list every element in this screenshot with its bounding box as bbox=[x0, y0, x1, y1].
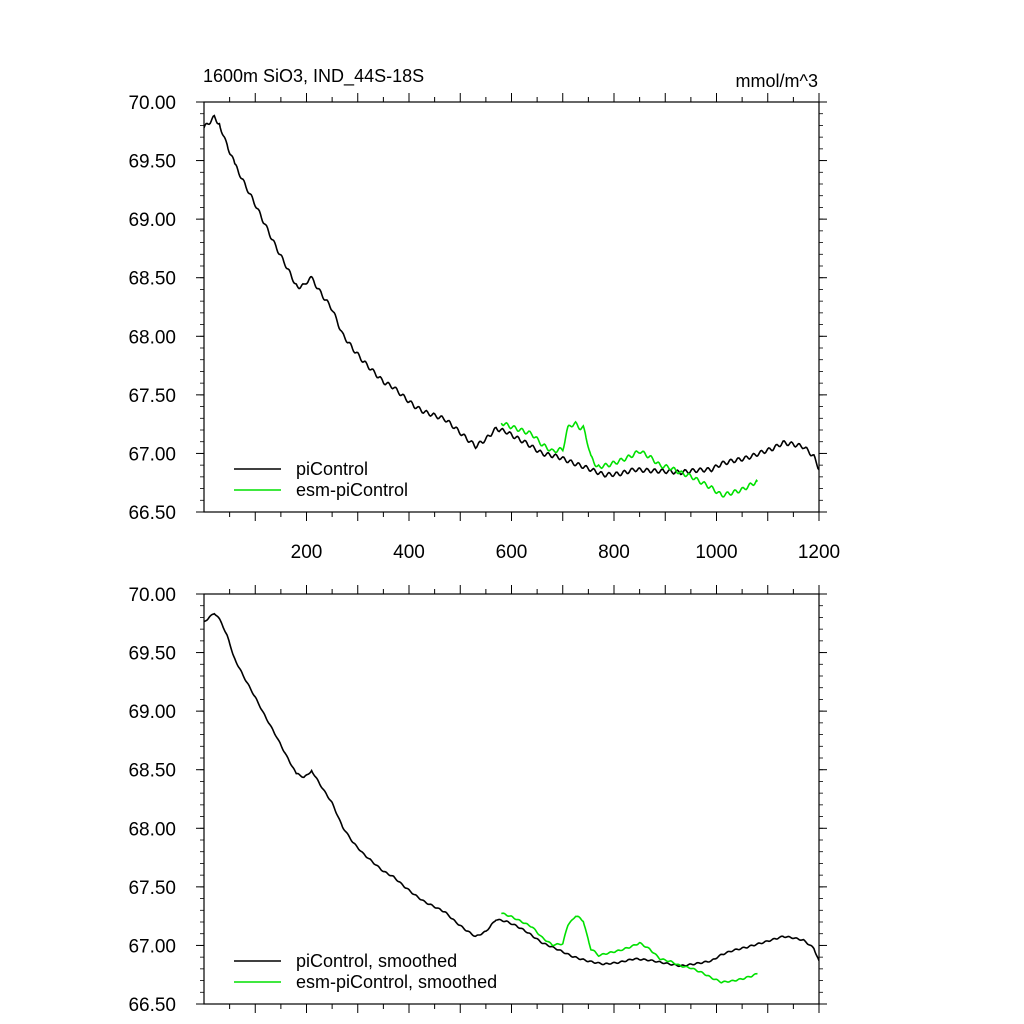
y-tick-label: 70.00 bbox=[128, 585, 176, 606]
y-tick-label: 69.00 bbox=[128, 210, 176, 231]
plot-frame bbox=[203, 593, 820, 1005]
y-tick-label: 68.00 bbox=[128, 819, 176, 840]
y-tick-label: 66.50 bbox=[128, 503, 176, 524]
legend-label: esm-piControl, smoothed bbox=[296, 972, 497, 992]
series-line-picontrol-smoothed bbox=[204, 612, 819, 968]
y-tick-label: 69.50 bbox=[128, 152, 176, 173]
y-tick-label: 70.00 bbox=[128, 93, 176, 114]
y-tick-label: 66.50 bbox=[128, 995, 176, 1016]
legend-label: piControl, smoothed bbox=[296, 951, 457, 971]
panel-smoothed: 66.50 67.00 67.50 68.00 68.50 69.00 69.50 70.00… bbox=[128, 585, 827, 1016]
y-tick-label: 69.00 bbox=[128, 702, 176, 723]
y-tick-label: 68.00 bbox=[128, 327, 176, 348]
y-tick-label: 67.50 bbox=[128, 878, 176, 899]
y-tick-label: 67.00 bbox=[128, 444, 176, 465]
y-tick-label: 68.50 bbox=[128, 761, 176, 782]
x-tick-label: 800 bbox=[598, 542, 630, 563]
x-tick-label: 1000 bbox=[695, 542, 737, 563]
series-line-picontrol bbox=[204, 114, 819, 478]
x-tick-label: 400 bbox=[393, 542, 425, 563]
x-tick-label: 200 bbox=[291, 542, 323, 563]
series-line-esm-picontrol-smoothed bbox=[501, 912, 758, 984]
legend-label: piControl bbox=[296, 459, 368, 479]
y-tick-label: 68.50 bbox=[128, 269, 176, 290]
y-tick-label: 67.00 bbox=[128, 936, 176, 957]
series-line-esm-picontrol bbox=[500, 420, 759, 498]
x-tick-label: 1200 bbox=[798, 542, 840, 563]
legend-label: esm-piControl bbox=[296, 480, 408, 500]
plot-frame bbox=[203, 101, 820, 513]
panel-raw: 66.50 67.00 67.50 68.00 68.50 69.00 69.50 70.00… bbox=[128, 93, 840, 563]
y-tick-label: 67.50 bbox=[128, 386, 176, 407]
y-tick-label: 69.50 bbox=[128, 644, 176, 665]
chart-title: 1600m SiO3, IND_44S-18S bbox=[203, 66, 424, 87]
x-tick-label: 600 bbox=[496, 542, 528, 563]
chart-units: mmol/m^3 bbox=[736, 71, 818, 91]
